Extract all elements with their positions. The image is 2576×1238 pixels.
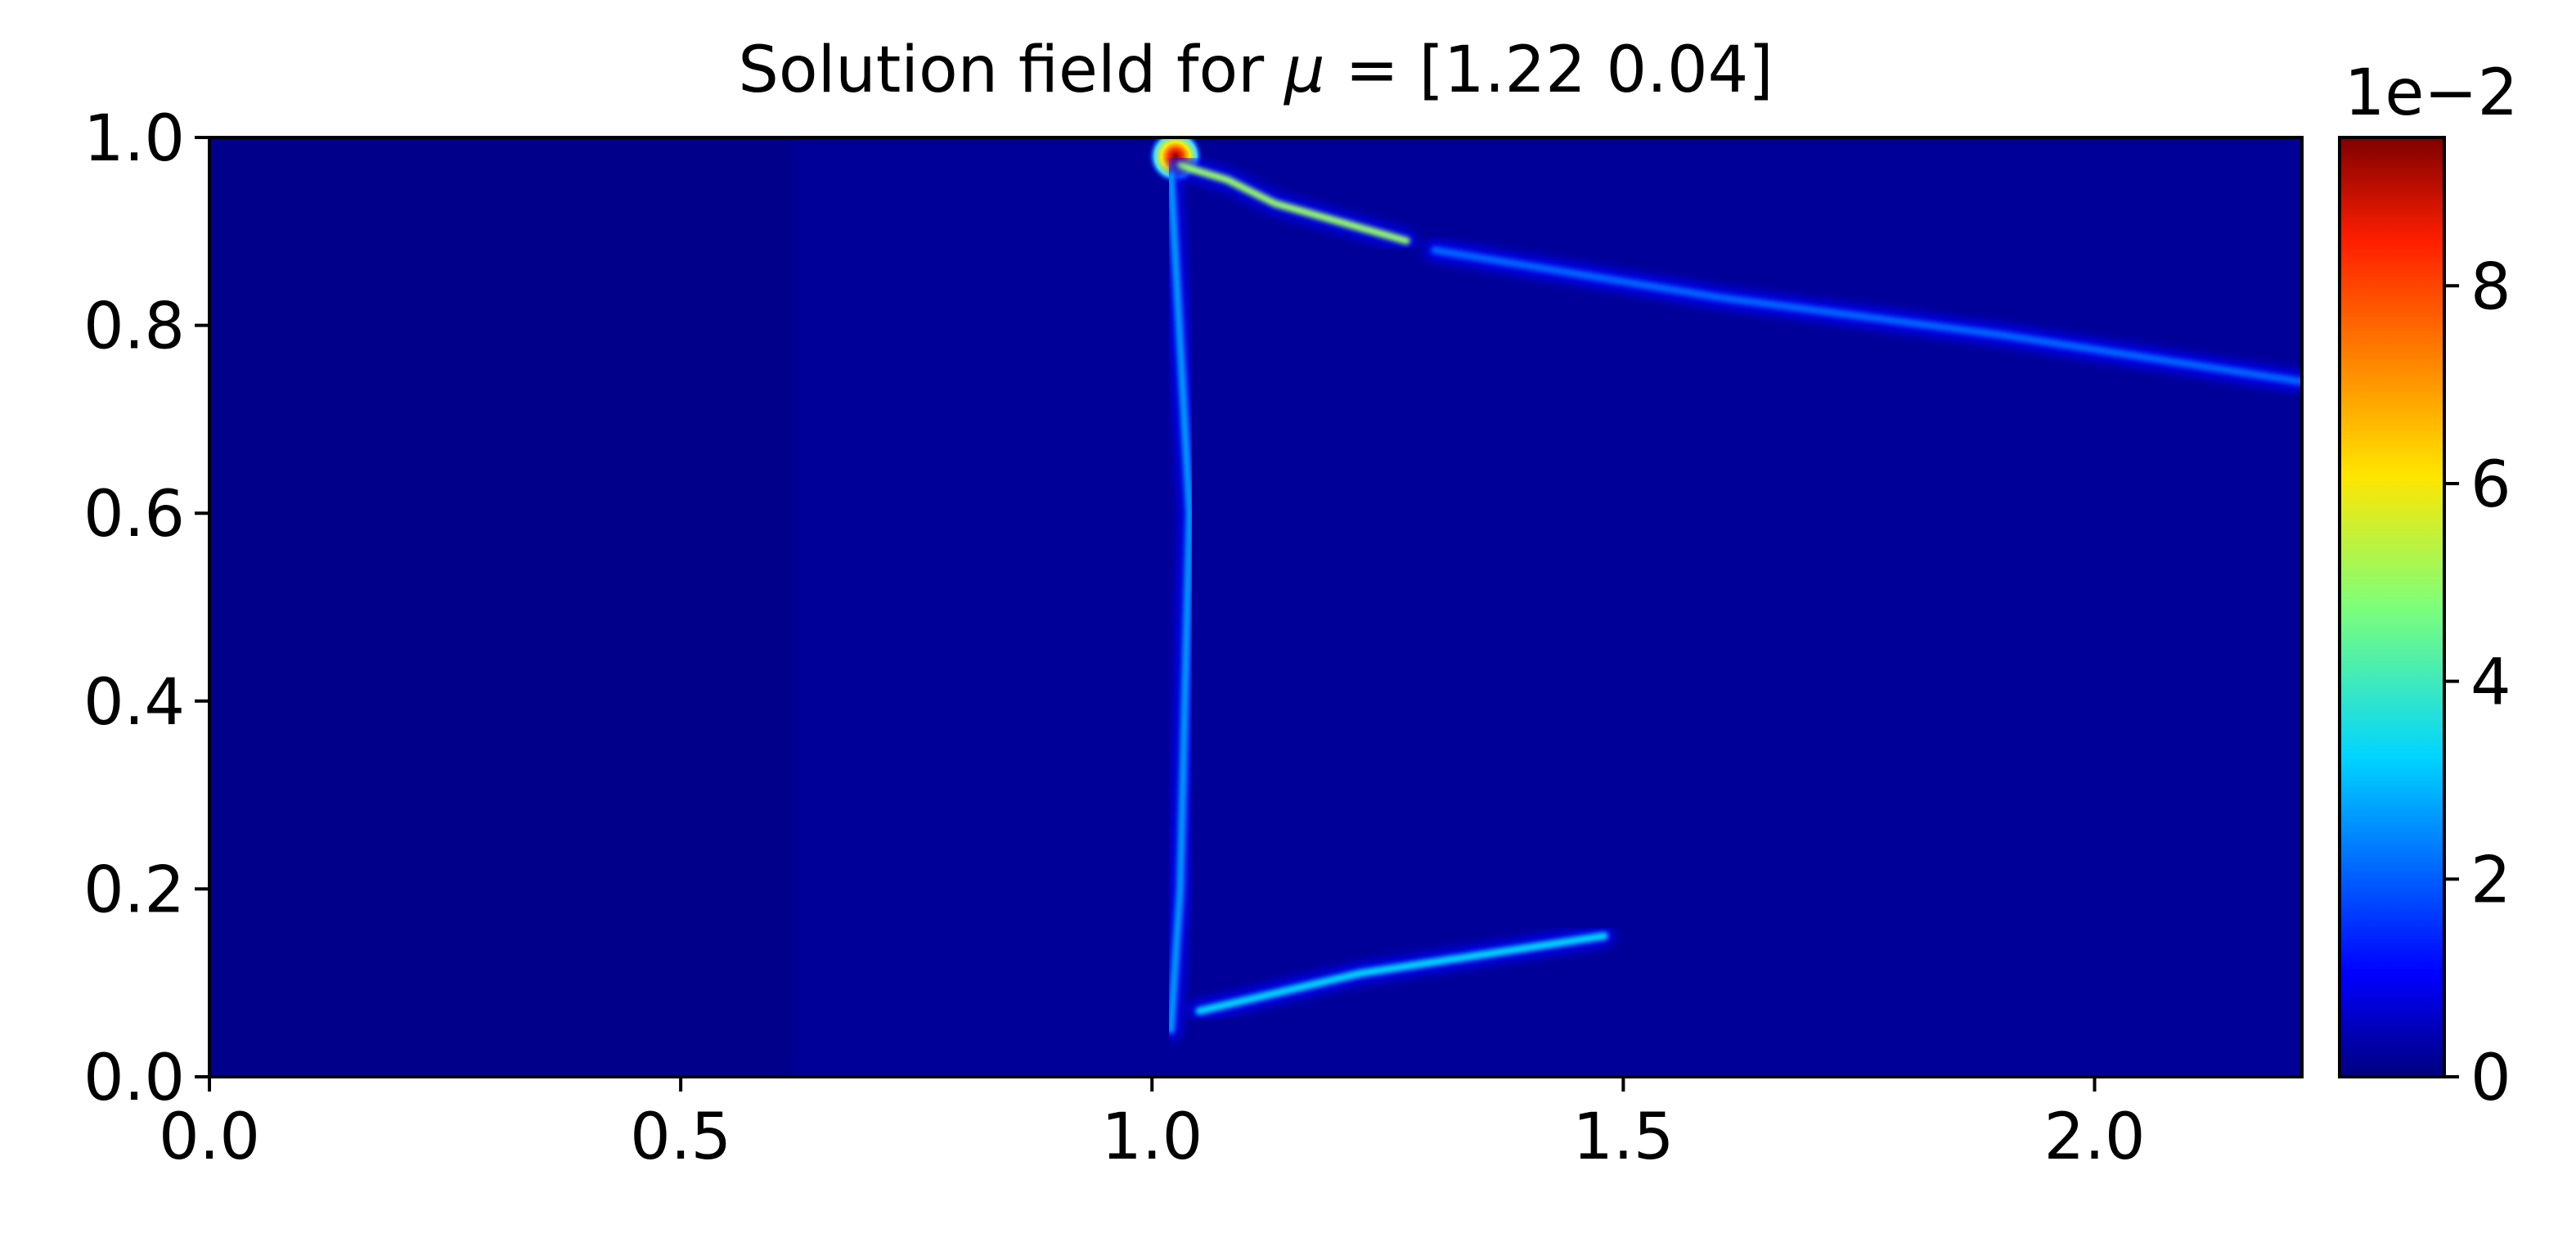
chart-title: Solution field for μ = [1.22 0.04] xyxy=(738,34,1773,107)
colorbar-tick-label: 8 xyxy=(2470,250,2511,324)
feature-line xyxy=(1167,171,1194,1034)
feature-line xyxy=(1195,932,1608,1015)
x-axis: 0.0 0.5 1.0 1.5 2.0 xyxy=(159,1077,2146,1174)
colorbar: 0 2 4 6 8 1e−2 xyxy=(2338,56,2519,1115)
colorbar-tick-label: 0 xyxy=(2470,1042,2511,1115)
colorbar-offset-label: 1e−2 xyxy=(2344,56,2519,130)
colorbar-tick-label: 2 xyxy=(2470,844,2511,917)
y-tick-label: 0.6 xyxy=(83,478,185,551)
heatmap-ambient xyxy=(793,137,2302,1077)
feature-line xyxy=(1176,161,1410,245)
x-tick-label: 2.0 xyxy=(2043,1101,2145,1174)
x-tick-label: 0.0 xyxy=(159,1101,260,1174)
y-tick-label: 1.0 xyxy=(83,102,185,176)
heatmap-features xyxy=(793,137,2302,1077)
colorbar-ticks: 0 2 4 6 8 xyxy=(2444,250,2511,1115)
colorbar-tick-label: 6 xyxy=(2470,448,2511,522)
y-tick-label: 0.2 xyxy=(83,853,185,927)
heatmap-plot-area xyxy=(208,136,2304,1078)
y-tick-label: 0.0 xyxy=(83,1042,185,1115)
feature-line xyxy=(1431,246,2302,385)
y-tick-label: 0.4 xyxy=(83,666,185,740)
colorbar-tick-label: 4 xyxy=(2470,646,2511,720)
x-tick-label: 1.5 xyxy=(1572,1101,1674,1174)
plot-frame xyxy=(208,136,2304,1078)
y-tick-label: 0.8 xyxy=(83,290,185,364)
colorbar-gradient xyxy=(2338,136,2446,1078)
x-tick-label: 0.5 xyxy=(630,1101,731,1174)
x-tick-label: 1.0 xyxy=(1101,1101,1203,1174)
y-axis: 0.0 0.2 0.4 0.6 0.8 1.0 xyxy=(83,102,209,1115)
